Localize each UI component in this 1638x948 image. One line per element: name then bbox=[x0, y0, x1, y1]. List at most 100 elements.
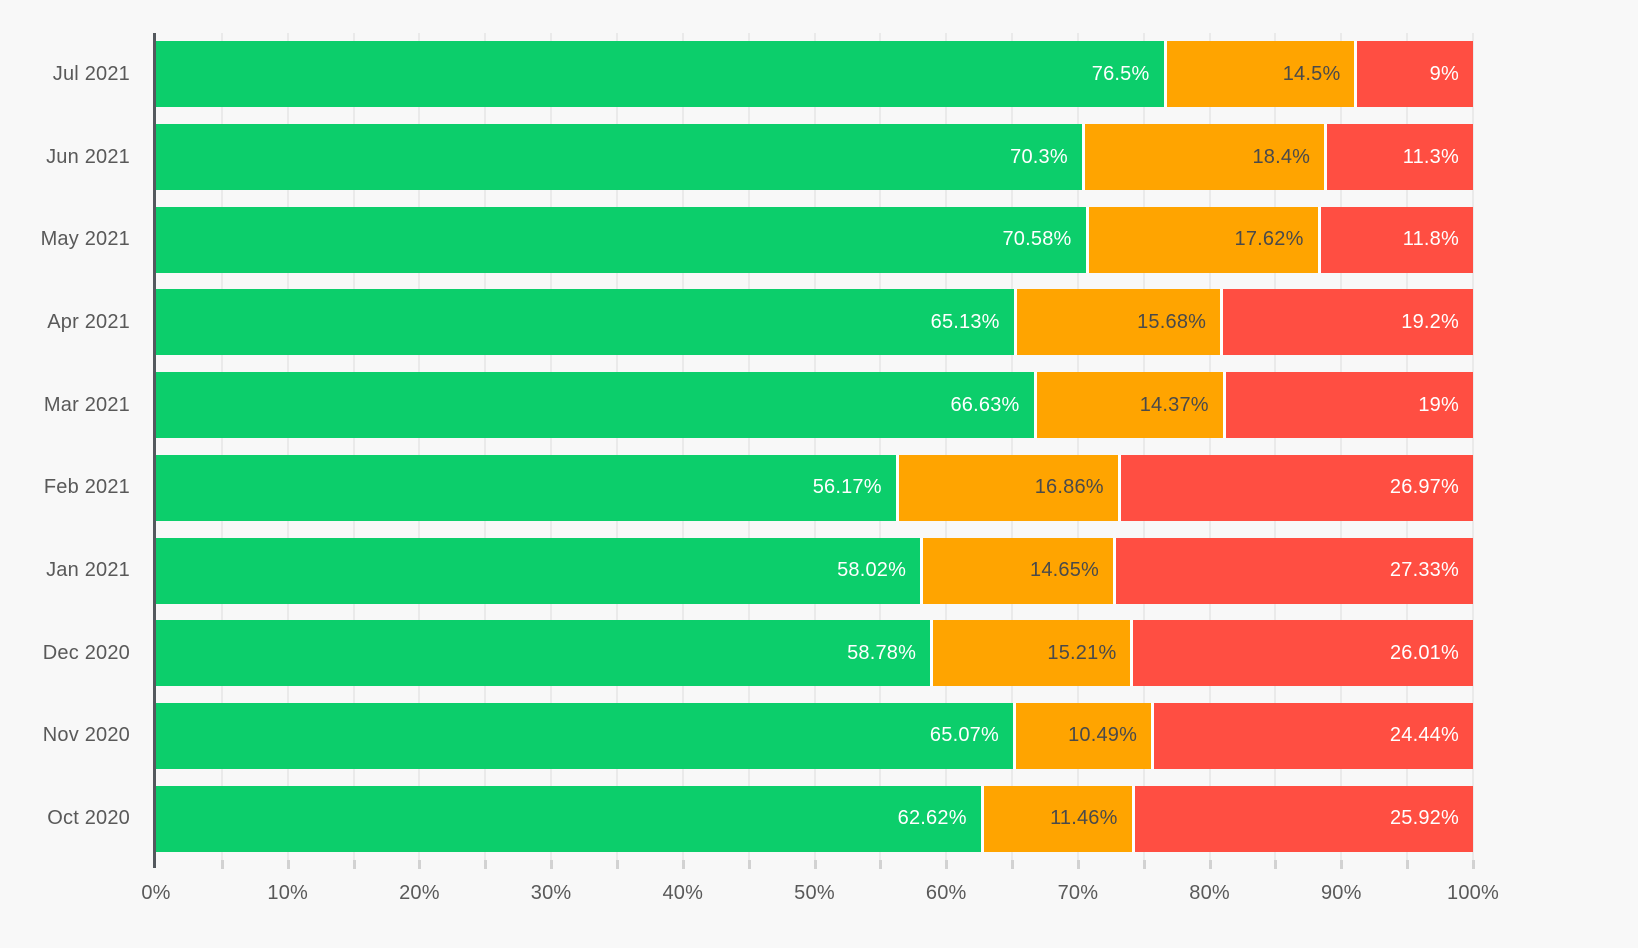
orange-segment[interactable]: 11.46% bbox=[980, 785, 1132, 852]
green-segment[interactable]: 56.17% bbox=[156, 454, 896, 521]
segment-value-label: 65.07% bbox=[929, 724, 999, 747]
x-axis-tick bbox=[1208, 860, 1212, 869]
orange-segment[interactable]: 17.62% bbox=[1085, 206, 1318, 273]
red-segment[interactable]: 9% bbox=[1354, 41, 1473, 108]
x-axis-tick bbox=[1406, 860, 1410, 869]
x-axis-tick bbox=[1076, 860, 1080, 869]
gridline bbox=[1340, 33, 1343, 860]
category-label: May 2021 bbox=[40, 228, 130, 251]
x-axis-tick bbox=[286, 860, 290, 869]
gridline bbox=[747, 33, 750, 860]
segment-value-label: 70.58% bbox=[1002, 228, 1072, 251]
x-axis-tick bbox=[418, 860, 422, 869]
green-segment[interactable]: 70.3% bbox=[156, 124, 1082, 191]
gridline bbox=[418, 33, 421, 860]
red-segment[interactable]: 19% bbox=[1222, 372, 1473, 439]
bar-row: 70.3% 18.4% 11.3% bbox=[156, 116, 1473, 199]
segment-value-label: 58.02% bbox=[837, 559, 907, 582]
green-segment[interactable]: 65.07% bbox=[156, 702, 1013, 769]
green-segment[interactable]: 70.58% bbox=[156, 206, 1086, 273]
segment-value-label: 27.33% bbox=[1389, 559, 1459, 582]
red-segment[interactable]: 26.97% bbox=[1117, 454, 1473, 521]
segment-value-label: 14.37% bbox=[1139, 393, 1209, 416]
category-label: Mar 2021 bbox=[43, 393, 130, 416]
orange-segment[interactable]: 14.5% bbox=[1163, 41, 1355, 108]
green-segment[interactable]: 65.13% bbox=[156, 289, 1014, 356]
stacked-bar: 66.63% 14.37% 19% bbox=[156, 372, 1473, 439]
orange-segment[interactable]: 14.65% bbox=[920, 537, 1114, 604]
orange-segment[interactable]: 10.49% bbox=[1012, 702, 1152, 769]
orange-segment[interactable]: 16.86% bbox=[895, 454, 1118, 521]
segment-value-label: 19% bbox=[1418, 393, 1459, 416]
segment-value-label: 58.78% bbox=[847, 641, 917, 664]
x-axis-tick bbox=[879, 860, 883, 869]
gridline bbox=[220, 33, 223, 860]
red-segment[interactable]: 19.2% bbox=[1220, 289, 1473, 356]
y-axis-line bbox=[153, 33, 156, 868]
green-segment[interactable]: 62.62% bbox=[156, 785, 981, 852]
x-axis-tick-label: 100% bbox=[1447, 882, 1499, 904]
bar-row: 65.07% 10.49% 24.44% bbox=[156, 695, 1473, 778]
orange-segment[interactable]: 15.68% bbox=[1013, 289, 1221, 356]
gridline bbox=[813, 33, 816, 860]
stacked-bar: 56.17% 16.86% 26.97% bbox=[156, 454, 1473, 521]
category-label: Oct 2020 bbox=[47, 807, 130, 830]
red-segment[interactable]: 24.44% bbox=[1151, 702, 1473, 769]
red-segment[interactable]: 11.3% bbox=[1324, 124, 1473, 191]
red-segment[interactable]: 25.92% bbox=[1131, 785, 1473, 852]
stacked-bar: 65.07% 10.49% 24.44% bbox=[156, 702, 1473, 769]
segment-value-label: 11.46% bbox=[1050, 807, 1118, 830]
bar-row: 76.5% 14.5% 9% bbox=[156, 33, 1473, 116]
orange-segment[interactable]: 14.37% bbox=[1033, 372, 1223, 439]
bar-row: 58.02% 14.65% 27.33% bbox=[156, 529, 1473, 612]
segment-value-label: 26.01% bbox=[1389, 641, 1459, 664]
x-axis-tick-label: 40% bbox=[662, 882, 704, 904]
x-axis-tick bbox=[945, 860, 949, 869]
gridline bbox=[1406, 33, 1409, 860]
gridline bbox=[352, 33, 355, 860]
segment-value-label: 9% bbox=[1429, 62, 1459, 85]
x-axis-tick bbox=[1274, 860, 1278, 869]
green-segment[interactable]: 58.78% bbox=[156, 620, 931, 687]
red-segment[interactable]: 27.33% bbox=[1113, 537, 1473, 604]
x-axis-tick-label: 20% bbox=[399, 882, 440, 904]
plot-area: 76.5% 14.5% 9% 70.3% 18.4% 11.3% 70.58% 17.62% 1… bbox=[153, 33, 1474, 868]
green-segment[interactable]: 66.63% bbox=[156, 372, 1034, 439]
stacked-bar: 58.78% 15.21% 26.01% bbox=[156, 620, 1473, 687]
segment-value-label: 66.63% bbox=[950, 393, 1020, 416]
x-axis-tick-label: 60% bbox=[925, 882, 967, 904]
category-label: Jul 2021 bbox=[52, 62, 130, 85]
category-label: Jun 2021 bbox=[46, 145, 130, 168]
x-axis-tick bbox=[681, 860, 685, 869]
orange-segment[interactable]: 18.4% bbox=[1081, 124, 1325, 191]
x-axis-tick bbox=[1472, 860, 1475, 869]
x-axis-tick bbox=[220, 860, 224, 869]
bar-row: 56.17% 16.86% 26.97% bbox=[156, 447, 1473, 530]
stacked-bar: 65.13% 15.68% 19.2% bbox=[156, 289, 1473, 356]
green-segment[interactable]: 76.5% bbox=[156, 41, 1164, 108]
segment-value-label: 65.13% bbox=[930, 310, 1000, 333]
gridline bbox=[1142, 33, 1145, 860]
stacked-bar: 70.58% 17.62% 11.8% bbox=[156, 206, 1473, 273]
segment-value-label: 17.62% bbox=[1234, 228, 1304, 251]
red-segment[interactable]: 11.8% bbox=[1317, 206, 1473, 273]
segment-value-label: 15.21% bbox=[1047, 641, 1117, 664]
green-segment[interactable]: 58.02% bbox=[156, 537, 921, 604]
red-segment[interactable]: 26.01% bbox=[1130, 620, 1473, 687]
segment-value-label: 19.2% bbox=[1401, 310, 1459, 333]
segment-value-label: 25.92% bbox=[1389, 807, 1459, 830]
gridline bbox=[286, 33, 289, 860]
segment-value-label: 70.3% bbox=[1010, 145, 1068, 168]
x-axis-tick bbox=[550, 860, 554, 869]
segment-value-label: 26.97% bbox=[1389, 476, 1459, 499]
x-axis-tick bbox=[484, 860, 488, 869]
gridline bbox=[1274, 33, 1277, 860]
segment-value-label: 11.8% bbox=[1402, 228, 1459, 251]
category-label: Nov 2020 bbox=[42, 724, 130, 747]
x-axis-tick bbox=[615, 860, 619, 869]
bar-row: 70.58% 17.62% 11.8% bbox=[156, 198, 1473, 281]
x-axis-tick-label: 30% bbox=[530, 882, 572, 904]
orange-segment[interactable]: 15.21% bbox=[930, 620, 1131, 687]
gridline bbox=[550, 33, 553, 860]
